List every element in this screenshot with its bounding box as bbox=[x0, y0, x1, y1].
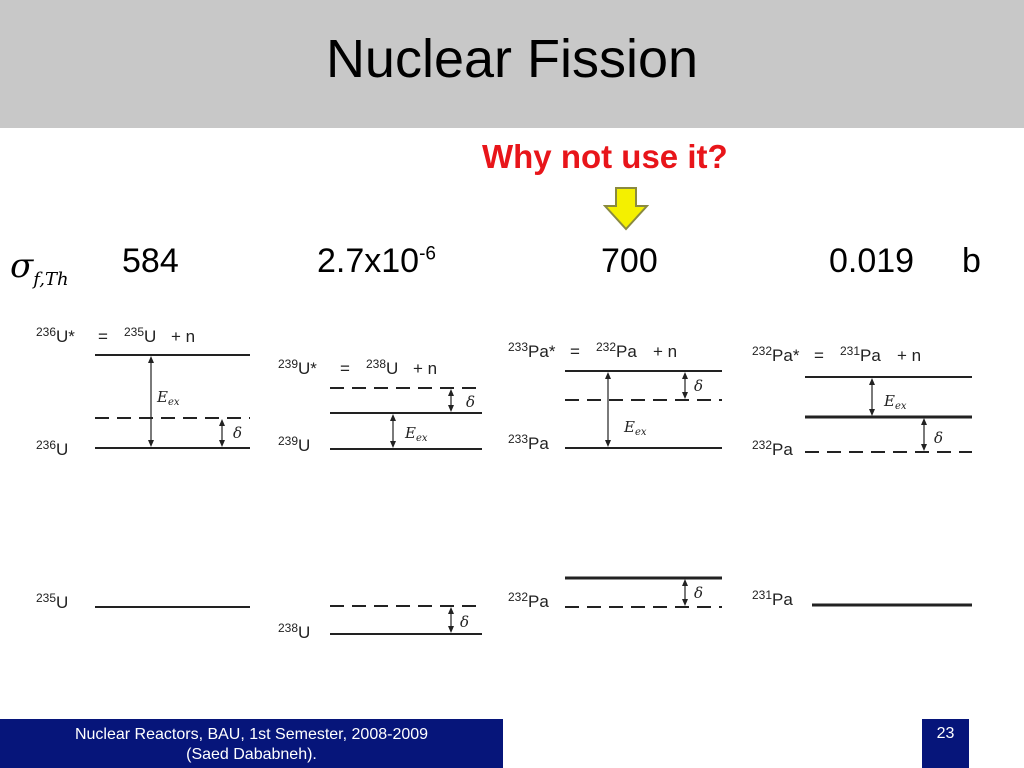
cross-section-value-1: 584 bbox=[122, 242, 179, 281]
slide-title: Nuclear Fission bbox=[325, 29, 699, 89]
plus-neutron-label-2: + n bbox=[653, 342, 677, 361]
delta-arrow-4-head-top bbox=[921, 418, 927, 425]
question-text: Why not use it? bbox=[482, 138, 728, 175]
delta-label-low-3: δ bbox=[694, 584, 703, 602]
eex-label-3: Eex bbox=[623, 418, 647, 438]
target-nucleus-label-2: 232Pa bbox=[596, 340, 637, 361]
delta-arrow-2-head-top bbox=[448, 389, 454, 396]
compound-nucleus-label-2: 239U bbox=[278, 434, 310, 455]
plus-neutron-label-3: + n bbox=[897, 346, 921, 365]
eex-label-2: Eex bbox=[404, 424, 428, 444]
excited-nucleus-label-1: 239U* bbox=[278, 357, 317, 378]
eex-label-1: Eex bbox=[156, 388, 180, 408]
footer-line-2: (Saed Dababneh). bbox=[186, 746, 317, 763]
delta-arrow-3-head-bottom bbox=[682, 392, 688, 399]
sigma-subscript: f,Th bbox=[33, 268, 69, 290]
delta-label-4: δ bbox=[934, 429, 943, 447]
target-nucleus-label-0: 235U bbox=[124, 325, 156, 346]
compound-nucleus-label-4: 232Pa bbox=[752, 438, 793, 459]
value-base: 584 bbox=[122, 242, 179, 280]
eex-label-4: Eex bbox=[883, 392, 907, 412]
delta-arrow-3-head-top bbox=[682, 372, 688, 379]
compound-nucleus-label-3: 233Pa bbox=[508, 432, 549, 453]
delta-label-low-2: δ bbox=[460, 613, 469, 631]
ground-nucleus-label-3: 232Pa bbox=[508, 590, 549, 611]
cross-section-unit: b bbox=[962, 242, 981, 280]
compound-nucleus-label-1: 236U bbox=[36, 438, 68, 459]
title-bar bbox=[0, 0, 1024, 128]
eex-arrow-4-head-top bbox=[869, 378, 875, 385]
eex-arrow-2-head-top bbox=[390, 414, 396, 421]
ground-nucleus-label-2: 238U bbox=[278, 621, 310, 642]
footer-course-info: Nuclear Reactors, BAU, 1st Semester, 200… bbox=[0, 719, 503, 768]
eex-arrow-1-head-bottom bbox=[148, 440, 154, 447]
eex-arrow-2-head-bottom bbox=[390, 441, 396, 448]
cross-section-value-2: 2.7x10-6 bbox=[317, 242, 436, 281]
equals-sign-1: = bbox=[340, 359, 350, 378]
eex-arrow-4-head-bottom bbox=[869, 409, 875, 416]
ground-nucleus-label-4: 231Pa bbox=[752, 588, 793, 609]
excited-nucleus-label-2: 233Pa* bbox=[508, 340, 556, 361]
equals-sign-3: = bbox=[814, 346, 824, 365]
delta-arrow-low-3-head-top bbox=[682, 579, 688, 586]
delta-arrow-2-head-bottom bbox=[448, 405, 454, 412]
delta-label-2: δ bbox=[466, 393, 475, 411]
eex-arrow-1-head-top bbox=[148, 356, 154, 363]
excited-nucleus-label-3: 232Pa* bbox=[752, 344, 800, 365]
value-base: 0.019 bbox=[829, 242, 915, 280]
cross-section-symbol: σf,Th bbox=[10, 246, 69, 290]
delta-arrow-4-head-bottom bbox=[921, 444, 927, 451]
delta-arrow-low-2-head-top bbox=[448, 607, 454, 614]
value-exponent: -6 bbox=[419, 243, 436, 265]
cross-section-value-3: 700 bbox=[601, 242, 658, 281]
delta-arrow-1-head-top bbox=[219, 419, 225, 426]
eex-arrow-3-head-bottom bbox=[605, 440, 611, 447]
target-nucleus-label-3: 231Pa bbox=[840, 344, 881, 365]
delta-arrow-1-head-bottom bbox=[219, 440, 225, 447]
footer-line-1: Nuclear Reactors, BAU, 1st Semester, 200… bbox=[74, 726, 429, 743]
delta-arrow-low-3-head-bottom bbox=[682, 599, 688, 606]
value-base: 700 bbox=[601, 242, 658, 280]
excited-nucleus-label-0: 236U* bbox=[36, 325, 75, 346]
target-nucleus-label-1: 238U bbox=[366, 357, 398, 378]
delta-label-3: δ bbox=[694, 377, 703, 395]
eex-arrow-3-head-top bbox=[605, 372, 611, 379]
equals-sign-0: = bbox=[98, 327, 108, 346]
ground-nucleus-label-1: 235U bbox=[36, 591, 68, 612]
delta-arrow-low-2-head-bottom bbox=[448, 626, 454, 633]
delta-label-1: δ bbox=[233, 424, 242, 442]
down-arrow-icon bbox=[602, 186, 650, 232]
sigma-symbol: σ bbox=[10, 246, 34, 286]
equals-sign-2: = bbox=[570, 342, 580, 361]
cross-section-value-4: 0.019 bbox=[829, 242, 914, 281]
value-base: 2.7x10 bbox=[317, 242, 420, 280]
plus-neutron-label-0: + n bbox=[171, 327, 195, 346]
plus-neutron-label-1: + n bbox=[413, 359, 437, 378]
page-number: 23 bbox=[922, 719, 969, 768]
